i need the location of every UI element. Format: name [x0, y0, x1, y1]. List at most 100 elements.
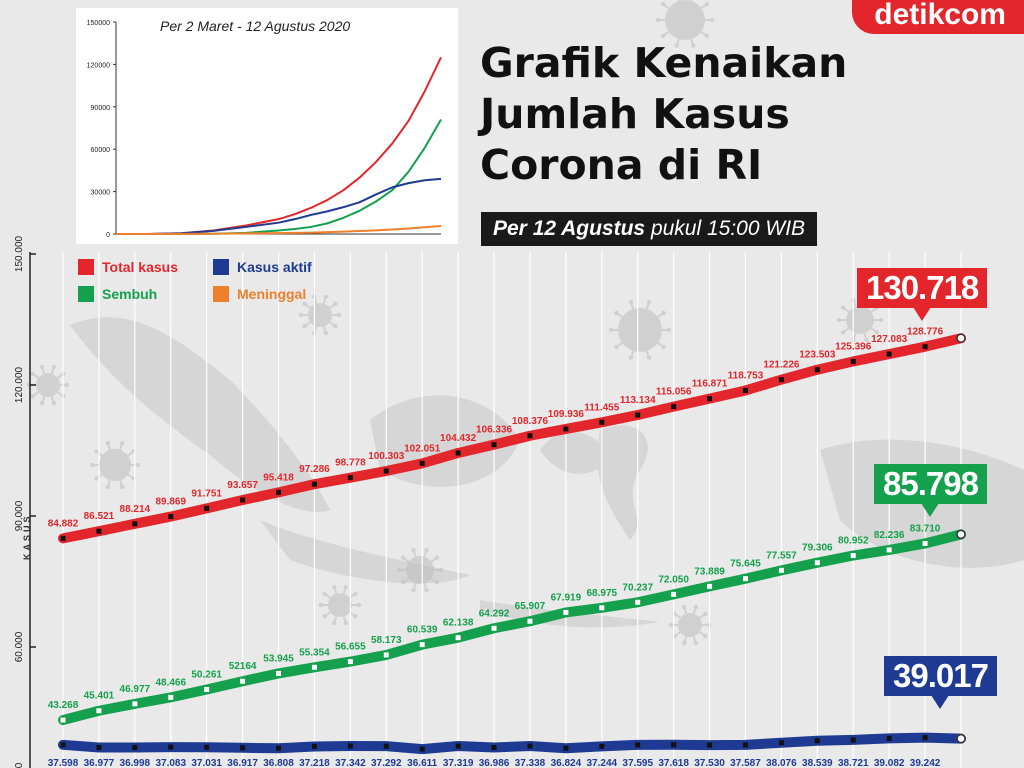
data-point	[419, 642, 425, 648]
map-island-1	[260, 520, 470, 584]
data-label: 37.218	[299, 758, 330, 768]
data-point	[742, 742, 748, 748]
data-point	[168, 744, 174, 750]
legend-swatch-aktif	[213, 259, 229, 275]
data-point	[707, 742, 713, 748]
data-label: 39.242	[910, 758, 941, 768]
data-point	[956, 529, 966, 540]
title-line-2: Jumlah Kasus	[480, 90, 790, 138]
data-label: 97.286	[299, 464, 330, 475]
inset-title: Per 2 Maret - 12 Agustus 2020	[160, 18, 351, 34]
title-line-1: Grafik Kenaikan	[480, 39, 848, 87]
series-line-1	[58, 529, 966, 726]
legend-label-aktif: Kasus aktif	[237, 259, 312, 275]
data-label: 70.237	[622, 582, 653, 593]
data-point	[383, 468, 389, 474]
virus-icon	[318, 584, 362, 626]
data-point	[671, 404, 677, 410]
data-label: 113.134	[620, 395, 656, 406]
data-label: 38.076	[766, 758, 797, 768]
data-point	[527, 743, 533, 749]
data-label: 37.595	[622, 758, 653, 768]
legend-meninggal: Meninggal	[213, 284, 306, 304]
data-label: 37.598	[48, 758, 79, 768]
data-label: 106.336	[476, 425, 513, 436]
data-point	[635, 742, 641, 748]
data-label: 79.306	[802, 543, 833, 554]
data-point	[886, 735, 892, 741]
data-label: 37.587	[730, 758, 761, 768]
badge-sembuh: 85.798	[874, 464, 987, 517]
data-label: 95.418	[263, 472, 294, 483]
data-label: 116.871	[692, 379, 728, 390]
data-label: 36.824	[551, 758, 582, 768]
data-point	[96, 745, 102, 751]
data-point	[455, 450, 461, 456]
data-point	[276, 489, 282, 495]
data-point	[132, 701, 138, 707]
data-label: 46.977	[120, 684, 151, 695]
data-point	[956, 733, 966, 744]
data-label: 36.986	[479, 758, 510, 768]
data-label: 56.655	[335, 642, 366, 653]
data-label: 60.539	[407, 625, 438, 636]
data-label: 68.975	[587, 588, 618, 599]
legend-sembuh: Sembuh	[78, 284, 157, 304]
data-label: 37.031	[191, 758, 222, 768]
y-tick-label: 120.000	[14, 366, 25, 403]
data-label: 36.808	[263, 758, 294, 768]
data-label: 62.138	[443, 618, 474, 629]
data-point	[132, 521, 138, 527]
data-label: 64.292	[479, 608, 510, 619]
data-point	[527, 618, 533, 624]
data-label: 37.083	[155, 758, 186, 768]
inset-chart: 150000 120000 90000 60000 30000 0 Per 2 Maret…	[76, 8, 458, 244]
data-label: 36.611	[407, 758, 437, 768]
data-label: 65.907	[515, 601, 546, 612]
data-label: 67.919	[551, 592, 582, 603]
data-label: 58.173	[371, 635, 402, 646]
data-point	[814, 367, 820, 373]
inset-y-tick-label: 60000	[91, 147, 111, 154]
data-label: 55.354	[299, 647, 330, 658]
data-label: 77.557	[766, 550, 797, 561]
date-rest: pukul 15:00 WIB	[645, 217, 806, 240]
data-point	[240, 497, 246, 503]
data-point	[850, 358, 856, 364]
data-point	[671, 742, 677, 748]
data-point	[599, 743, 605, 749]
data-label: 48.466	[155, 677, 186, 688]
data-label: 36.977	[84, 758, 115, 768]
data-label: 37.618	[658, 758, 689, 768]
data-label: 36.917	[227, 758, 258, 768]
y-tick-label: 30.000	[14, 762, 25, 768]
y-tick-label: 60.000	[14, 631, 25, 662]
data-label: 52164	[229, 661, 257, 672]
data-point	[922, 735, 928, 741]
data-point	[922, 540, 928, 546]
data-point	[850, 553, 856, 559]
data-point	[419, 746, 425, 752]
data-point	[455, 743, 461, 749]
data-label: 37.244	[587, 758, 618, 768]
data-point	[311, 743, 317, 749]
data-point	[635, 412, 641, 418]
y-tick-label: 90.000	[14, 500, 25, 531]
data-label: 127.083	[871, 334, 908, 345]
series-line-0	[58, 333, 966, 544]
data-label: 37.319	[443, 758, 474, 768]
data-point	[778, 740, 784, 746]
y-axis-label: KASUS	[22, 513, 32, 560]
data-label: 39.082	[874, 758, 905, 768]
data-label: 86.521	[84, 511, 115, 522]
data-point	[778, 567, 784, 573]
date-bold: Per 12 Agustus	[493, 217, 646, 240]
data-label: 38.721	[838, 758, 869, 768]
data-label: 89.869	[155, 497, 186, 508]
data-point	[563, 426, 569, 432]
inset-y-tick-label: 90000	[91, 105, 111, 112]
date-box: Per 12 Agustus pukul 15:00 WIB	[481, 212, 818, 246]
data-label: 104.432	[440, 433, 477, 444]
data-label: 123.503	[799, 350, 836, 361]
